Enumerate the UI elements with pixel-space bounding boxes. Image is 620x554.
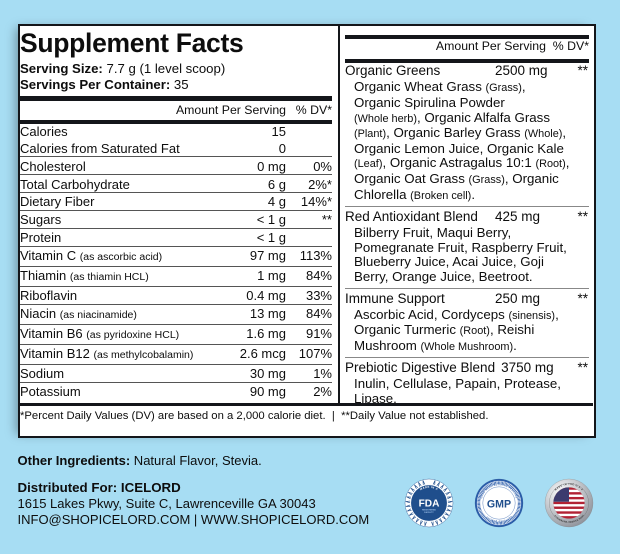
svg-text:FDA: FDA <box>419 499 440 510</box>
svg-text:GMP: GMP <box>487 499 511 511</box>
svg-text:REGISTERED: REGISTERED <box>422 509 436 511</box>
